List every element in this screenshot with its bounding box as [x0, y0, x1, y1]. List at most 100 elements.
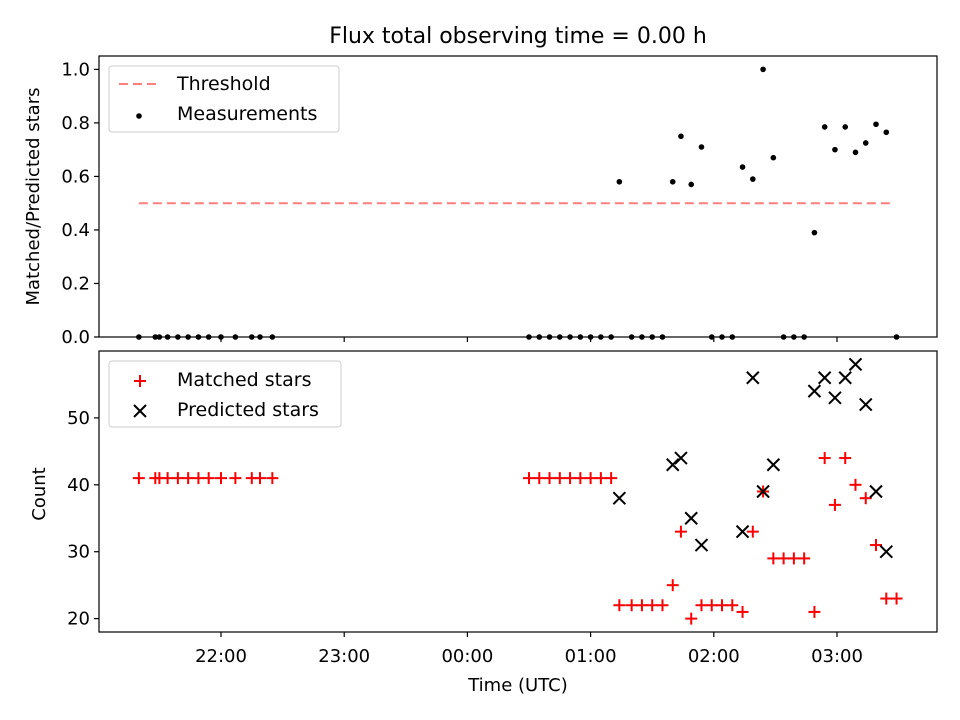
- matched-star-marker: [254, 472, 267, 485]
- bottom-y-tick-label: 50: [67, 408, 90, 429]
- predicted-star-marker: [848, 357, 863, 372]
- bottom-y-tick-label: 30: [67, 542, 90, 563]
- matched-star-marker: [705, 599, 718, 612]
- matched-star-marker: [646, 599, 659, 612]
- bottom-y-axis-label: Count: [29, 467, 50, 520]
- predicted-star-marker-b: [848, 357, 863, 372]
- matched-star-marker: [685, 612, 698, 625]
- predicted-star-marker: [879, 545, 893, 559]
- matched-star-marker: [202, 472, 215, 485]
- matched-star-marker: [695, 599, 708, 612]
- predicted-star-marker-b: [684, 511, 698, 525]
- matched-star-marker: [574, 472, 587, 485]
- measurement-point: [832, 146, 838, 153]
- measurement-point: [770, 154, 777, 161]
- measurements-legend-swatch: [136, 113, 142, 119]
- matched-star-marker: [564, 472, 577, 485]
- matched-star-marker: [808, 605, 821, 618]
- top-legend-box: [108, 65, 340, 133]
- top-legend: Threshold Measurements: [108, 65, 340, 133]
- measurement-point: [821, 124, 828, 130]
- predicted-star-marker: [746, 371, 760, 385]
- bottom-legend: Matched stars Predicted stars: [108, 360, 342, 428]
- matched-star-marker: [523, 472, 535, 485]
- predicted-star-marker-b: [859, 397, 873, 412]
- x-axis-label: Time (UTC): [467, 675, 568, 696]
- predicted-star-marker-b: [694, 538, 709, 552]
- x-tick-label: 03:00: [811, 646, 863, 667]
- top-x-axis: [220, 337, 838, 342]
- matched-star-marker: [553, 472, 566, 485]
- matched-star-marker: [726, 599, 739, 612]
- predicted-star-marker-b: [756, 484, 770, 499]
- measurement-point: [669, 178, 676, 185]
- matched-star-marker: [818, 452, 831, 465]
- measurement-point: [750, 176, 756, 182]
- predicted-legend-label: Predicted stars: [177, 399, 319, 421]
- measurement-point: [739, 164, 746, 170]
- matched-star-marker: [859, 492, 872, 505]
- predicted-star-marker-b: [735, 524, 750, 539]
- top-y-axis: 0.0 0.2 0.4 0.6 0.8 1.0: [61, 59, 99, 348]
- matched-star-marker: [192, 472, 205, 485]
- matched-star-marker: [656, 599, 669, 612]
- x-tick-label: 22:00: [195, 646, 247, 667]
- matched-legend-swatch: [134, 375, 146, 387]
- measurement-point: [873, 121, 879, 128]
- bottom-plot-area: [132, 357, 903, 625]
- bottom-legend-box: [108, 360, 342, 428]
- predicted-legend-swatch: [133, 404, 147, 418]
- matched-star-marker: [533, 472, 546, 485]
- matched-star-marker: [605, 472, 618, 485]
- measurement-point: [842, 124, 849, 130]
- measurement-point: [688, 181, 695, 188]
- predicted-star-marker: [694, 538, 709, 552]
- predicted-star-marker-b: [879, 545, 893, 559]
- top-y-tick-label: 0.2: [61, 273, 90, 294]
- measurements-legend-label: Measurements: [177, 103, 317, 125]
- bottom-y-tick-label: 20: [67, 609, 90, 630]
- predicted-star-marker: [766, 458, 781, 472]
- predicted-star-marker-b: [612, 491, 627, 505]
- chart-title: Flux total observing time = 0.00 h: [329, 24, 707, 49]
- measurement-point: [616, 178, 623, 185]
- predicted-star-marker: [838, 371, 852, 385]
- predicted-star-marker-b: [828, 391, 842, 405]
- measurement-point: [678, 133, 684, 140]
- top-y-tick-label: 0.4: [61, 220, 90, 241]
- predicted-star-marker: [807, 384, 822, 398]
- predicted-star-marker-b: [807, 384, 822, 398]
- matched-star-marker: [767, 552, 780, 565]
- matched-star-marker: [839, 452, 852, 465]
- measurement-point: [698, 144, 705, 150]
- measurement-point: [883, 129, 890, 136]
- matched-star-marker: [161, 472, 174, 485]
- matched-star-marker: [880, 592, 893, 605]
- predicted-star-marker-b: [746, 371, 760, 385]
- predicted-star-marker: [684, 511, 698, 525]
- matched-star-marker: [890, 592, 903, 605]
- matched-star-marker: [828, 498, 841, 511]
- matched-star-marker: [666, 579, 679, 592]
- bottom-y-axis: 20 30 40 50: [67, 408, 99, 630]
- matched-legend-label: Matched stars: [177, 369, 311, 391]
- matched-star-marker: [594, 472, 607, 485]
- top-y-tick-label: 0.8: [61, 113, 90, 134]
- predicted-star-marker-b: [817, 371, 832, 385]
- top-y-tick-label: 0.0: [61, 327, 90, 348]
- measurement-point: [852, 149, 859, 156]
- predicted-star-marker-b: [674, 451, 688, 465]
- matched-star-marker: [613, 599, 626, 612]
- predicted-star-marker: [869, 484, 883, 499]
- matched-star-marker: [635, 599, 648, 612]
- matched-star-marker: [229, 472, 242, 485]
- matched-star-marker: [746, 525, 759, 538]
- matched-star-marker: [625, 599, 638, 612]
- top-y-tick-label: 1.0: [61, 59, 90, 80]
- matched-star-marker: [674, 525, 687, 538]
- measurement-point: [811, 229, 818, 236]
- matched-star-marker: [716, 599, 729, 612]
- matched-star-marker: [736, 605, 749, 618]
- matched-star-marker: [870, 539, 883, 552]
